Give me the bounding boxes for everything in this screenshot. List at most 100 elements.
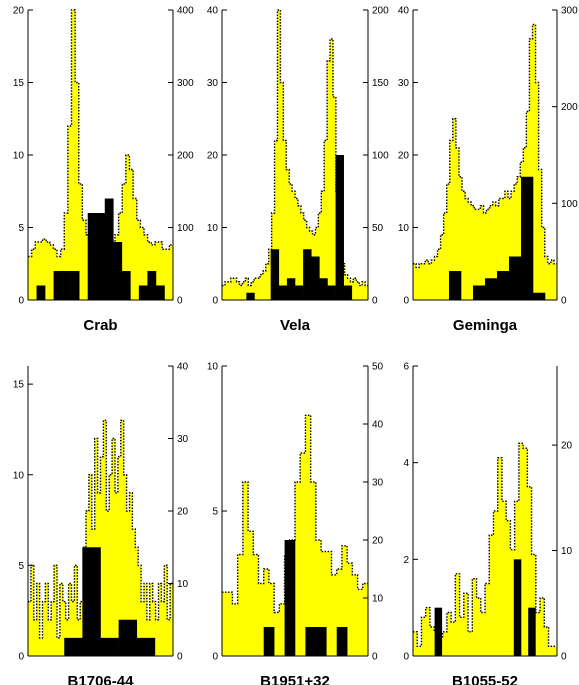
black-bar <box>521 176 534 300</box>
right-tick-label: 300 <box>561 6 578 17</box>
left-tick-label: 30 <box>207 78 219 89</box>
black-bar <box>473 285 486 300</box>
black-bar <box>118 619 138 656</box>
black-bar <box>335 155 344 300</box>
left-tick-label: 0 <box>18 652 24 663</box>
right-tick-label: 100 <box>561 199 578 210</box>
left-tick-label: 30 <box>398 78 410 89</box>
left-tick-label: 4 <box>403 458 409 469</box>
panel-3: 0 10 20 30 40 0 100 200 300 Geminga <box>398 6 578 335</box>
pulsar-name: B1706-44 <box>68 673 135 685</box>
black-bar <box>147 271 157 300</box>
left-tick-label: 15 <box>13 78 25 89</box>
right-tick-label: 200 <box>372 6 389 17</box>
black-bar <box>315 627 327 656</box>
pulsar-name: Geminga <box>453 317 518 334</box>
right-tick-label: 40 <box>177 362 189 373</box>
right-tick-label: 20 <box>372 536 384 547</box>
black-bar <box>64 637 83 656</box>
black-bar <box>136 637 156 656</box>
black-bar <box>278 285 288 300</box>
black-bar <box>509 256 522 300</box>
yellow-histogram-outline <box>222 9 368 287</box>
left-tick-label: 10 <box>207 223 219 234</box>
black-bar <box>104 198 114 300</box>
left-tick-label: 0 <box>403 296 409 307</box>
panel-6: 0 2 4 6 0 10 20 B1055-52 <box>403 362 572 685</box>
black-bar <box>270 249 280 300</box>
left-tick-label: 6 <box>403 362 409 373</box>
black-bar <box>263 627 275 656</box>
right-tick-label: 100 <box>177 223 194 234</box>
pulsar-name: Crab <box>83 317 117 334</box>
right-tick-label: 10 <box>561 546 573 557</box>
black-bar <box>284 540 296 656</box>
yellow-histogram-fill <box>413 24 557 300</box>
black-bar <box>497 271 510 300</box>
right-tick-label: 50 <box>372 223 384 234</box>
black-bar <box>100 637 119 656</box>
black-bar <box>528 607 536 656</box>
right-tick-label: 150 <box>372 78 389 89</box>
black-bar <box>434 607 443 656</box>
black-bar <box>70 271 80 300</box>
left-tick-label: 5 <box>212 507 218 518</box>
left-tick-label: 20 <box>13 6 25 17</box>
right-tick-label: 30 <box>372 478 384 489</box>
yellow-histogram-outline <box>28 419 173 639</box>
black-bar <box>36 285 46 300</box>
right-tick-label: 300 <box>177 78 194 89</box>
left-tick-label: 2 <box>403 555 409 566</box>
left-tick-label: 5 <box>18 561 24 572</box>
right-tick-label: 0 <box>177 296 183 307</box>
right-tick-label: 0 <box>561 296 567 307</box>
right-tick-label: 30 <box>177 434 189 445</box>
black-bar <box>295 285 304 300</box>
black-bar <box>82 547 101 656</box>
yellow-histogram-fill <box>222 10 368 300</box>
black-bar <box>533 292 546 300</box>
black-bar <box>311 256 320 300</box>
black-bar <box>96 213 106 300</box>
panel-5: 0 5 10 0 10 20 30 40 50 B1951+32 <box>207 362 384 685</box>
right-tick-label: 40 <box>372 420 384 431</box>
black-bar <box>303 249 312 300</box>
left-tick-label: 40 <box>398 6 410 17</box>
right-tick-label: 400 <box>177 6 194 17</box>
pulsar-name: B1951+32 <box>260 673 330 685</box>
right-tick-label: 20 <box>177 507 189 518</box>
right-tick-label: 0 <box>561 652 567 663</box>
black-bar <box>113 242 123 300</box>
black-bar <box>286 278 296 300</box>
yellow-histogram-fill <box>222 415 368 656</box>
black-bar <box>87 213 97 300</box>
left-tick-label: 0 <box>212 296 218 307</box>
left-tick-label: 0 <box>212 652 218 663</box>
left-tick-label: 20 <box>207 151 219 162</box>
left-tick-label: 10 <box>398 223 410 234</box>
yellow-histogram-outline <box>222 414 368 614</box>
panel-2: 0 10 20 30 40 0 50 100 150 200 Vela <box>207 6 389 335</box>
right-tick-label: 50 <box>372 362 384 373</box>
black-bar <box>343 285 353 300</box>
black-bar <box>305 627 317 656</box>
black-bar <box>138 285 148 300</box>
black-bar <box>327 285 336 300</box>
black-bar <box>513 559 522 656</box>
left-tick-label: 40 <box>207 6 219 17</box>
right-tick-label: 10 <box>177 579 189 590</box>
left-tick-label: 0 <box>403 652 409 663</box>
left-tick-label: 5 <box>18 223 24 234</box>
left-tick-label: 10 <box>207 362 219 373</box>
right-tick-label: 0 <box>372 296 378 307</box>
pulsar-name: B1055-52 <box>452 673 518 685</box>
left-tick-label: 10 <box>13 470 25 481</box>
black-bar <box>336 627 348 656</box>
black-bar <box>155 285 165 300</box>
right-tick-label: 0 <box>372 652 378 663</box>
black-bar <box>449 271 462 300</box>
right-tick-label: 10 <box>372 594 384 605</box>
black-bar <box>121 271 131 300</box>
